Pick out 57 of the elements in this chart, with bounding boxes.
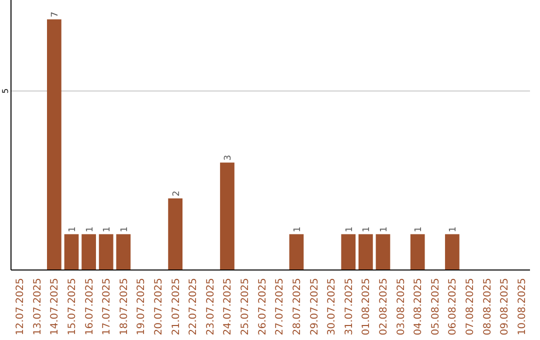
x-tick-label: 24.07.2025 <box>222 278 234 336</box>
x-tick-label: 13.07.2025 <box>32 278 44 336</box>
x-tick-label: 25.07.2025 <box>240 278 252 336</box>
x-tick-label: 23.07.2025 <box>205 278 216 336</box>
bar <box>341 234 356 270</box>
bar <box>220 162 234 270</box>
x-tick-label: 30.07.2025 <box>326 278 338 336</box>
bar <box>98 234 114 270</box>
x-tick-label: 31.07.2025 <box>344 278 355 336</box>
x-tick-label: 10.08.2025 <box>516 278 528 336</box>
data-label: 1 <box>68 226 78 232</box>
x-tick-label: 26.07.2025 <box>257 278 268 336</box>
data-label: 7 <box>50 12 61 18</box>
x-tick-label: 14.07.2025 <box>50 278 61 336</box>
x-tick-label: 20.07.2025 <box>154 278 165 336</box>
x-tick-label: 09.08.2025 <box>500 278 511 336</box>
data-label: 1 <box>362 226 372 232</box>
bar <box>410 234 425 270</box>
x-tick-label: 15.07.2025 <box>66 278 78 336</box>
data-label: 1 <box>344 226 355 232</box>
data-label: 2 <box>172 190 182 196</box>
data-label: 1 <box>414 226 424 232</box>
x-tick-label: 04.08.2025 <box>413 278 424 336</box>
x-tick-label: 03.08.2025 <box>396 278 407 336</box>
x-tick-label: 16.07.2025 <box>84 278 96 336</box>
bar <box>358 234 373 270</box>
x-tick-label: 02.08.2025 <box>378 278 390 336</box>
x-tick-label: 06.08.2025 <box>448 278 459 336</box>
data-label: 1 <box>448 226 459 232</box>
data-label: 3 <box>224 154 234 161</box>
data-label: 1 <box>292 226 303 232</box>
bar <box>116 234 131 270</box>
x-tick-label: 18.07.2025 <box>118 278 130 336</box>
data-label: 1 <box>102 226 113 232</box>
x-tick-label: 22.07.2025 <box>188 278 200 336</box>
bar <box>289 234 304 270</box>
x-tick-label: 29.07.2025 <box>309 278 320 336</box>
x-tick-label: 12.07.2025 <box>15 278 26 336</box>
x-tick-label: 21.07.2025 <box>170 278 182 336</box>
bar <box>376 234 390 270</box>
data-label: 1 <box>120 226 130 232</box>
y-tick-label: 5 <box>1 88 10 94</box>
bar <box>46 19 62 270</box>
bar <box>168 198 182 270</box>
x-tick-label: 17.07.2025 <box>102 278 113 336</box>
x-tick-label: 01.08.2025 <box>361 278 372 336</box>
x-tick-label: 07.08.2025 <box>465 278 476 336</box>
x-tick-label: 28.07.2025 <box>292 278 303 336</box>
bar <box>64 234 79 270</box>
bar <box>445 234 460 270</box>
x-tick-label: 27.07.2025 <box>274 278 286 336</box>
x-tick-label: 05.08.2025 <box>430 278 442 336</box>
data-label: 1 <box>379 226 390 232</box>
x-tick-label: 19.07.2025 <box>136 278 148 336</box>
bar <box>82 234 96 270</box>
data-label: 1 <box>85 226 96 232</box>
x-tick-label: 08.08.2025 <box>482 278 494 336</box>
